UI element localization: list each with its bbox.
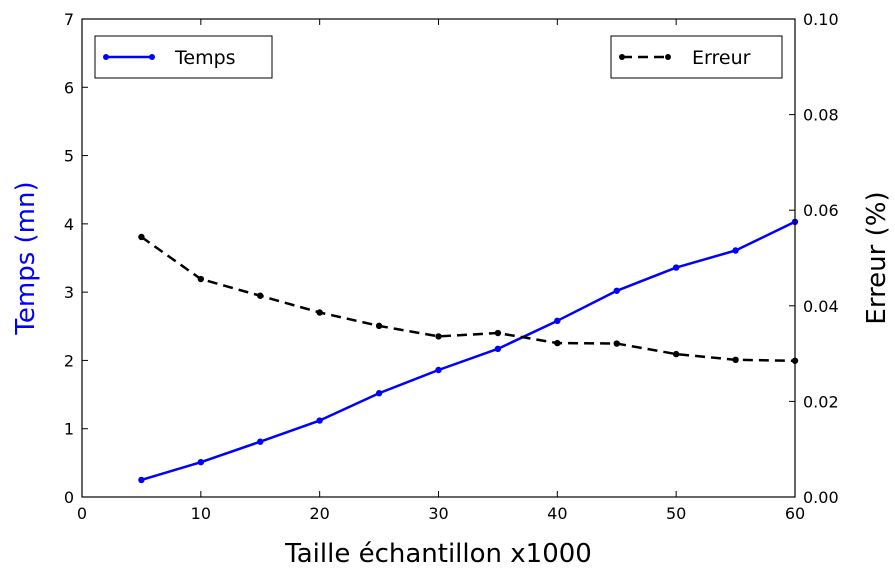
data-point-temps [435,366,442,374]
data-point-erreur [732,356,739,364]
data-point-temps [613,287,620,294]
x-tick-label: 50 [666,504,686,523]
chart-ticks: 0 10 20 30 40 50 60 0 1 2 3 4 5 6 7 0.00 0.02 0.04 0.06 0.0… [64,10,839,523]
legend-erreur-marker-1 [619,54,625,60]
legend-erreur-marker-2 [665,54,671,60]
data-point-temps [672,264,680,271]
y-right-tick-label: 0.08 [803,106,839,125]
data-point-erreur [197,275,205,283]
data-point-erreur [613,340,620,347]
data-point-temps [375,390,383,397]
y-left-tick-label: 5 [64,147,74,166]
x-axis-title: Taille échantillon x1000 [284,539,592,569]
data-point-temps [494,345,502,353]
data-point-temps [732,247,739,254]
chart-marks [138,218,799,484]
data-point-erreur [316,309,323,316]
y-right-tick-label: 0.02 [803,392,839,411]
x-tick-label: 20 [309,504,329,523]
y-left-tick-label: 4 [64,215,74,234]
legend-temps-label: Temps [174,47,236,69]
legend-erreur-label: Erreur [692,47,751,69]
data-point-temps [554,317,561,325]
data-point-erreur [672,350,680,358]
data-point-temps [257,438,264,445]
data-point-erreur [257,292,264,299]
x-tick-label: 30 [428,504,448,523]
legend-erreur: Erreur [610,35,783,79]
y-left-tick-label: 1 [64,420,74,439]
data-point-temps [138,476,145,484]
plot-frame [81,18,796,498]
series-line-temps [141,220,796,482]
y-left-tick-label: 7 [64,10,74,29]
legend-temps-marker-2 [149,54,155,60]
y-right-tick-label: 0.04 [803,297,839,316]
x-tick-label: 60 [785,504,805,523]
y-left-tick-label: 0 [64,488,74,507]
data-point-erreur [494,329,502,337]
data-point-erreur [375,322,383,330]
data-point-erreur [138,233,145,241]
series-line-erreur [140,235,796,363]
x-tick-label: 40 [547,504,567,523]
y-left-tick-label: 6 [64,78,74,97]
data-point-erreur [435,333,442,340]
y-right-tick-label: 0.06 [803,201,839,220]
data-point-temps [316,417,323,424]
data-point-erreur [554,339,561,347]
x-tick-label: 10 [191,504,211,523]
x-tick-label: 0 [77,504,87,523]
y-right-tick-label: 0.10 [803,10,839,29]
y-axis-left-title: Temps (mn) [11,181,41,335]
y-left-tick-label: 2 [64,351,74,370]
y-left-tick-label: 3 [64,283,74,302]
y-axis-right-title: Erreur (%) [862,191,892,324]
y-right-tick-label: 0.00 [803,488,839,507]
legend-temps-marker-1 [103,54,109,60]
data-point-temps [197,458,205,466]
legend-temps: Temps [94,35,273,79]
